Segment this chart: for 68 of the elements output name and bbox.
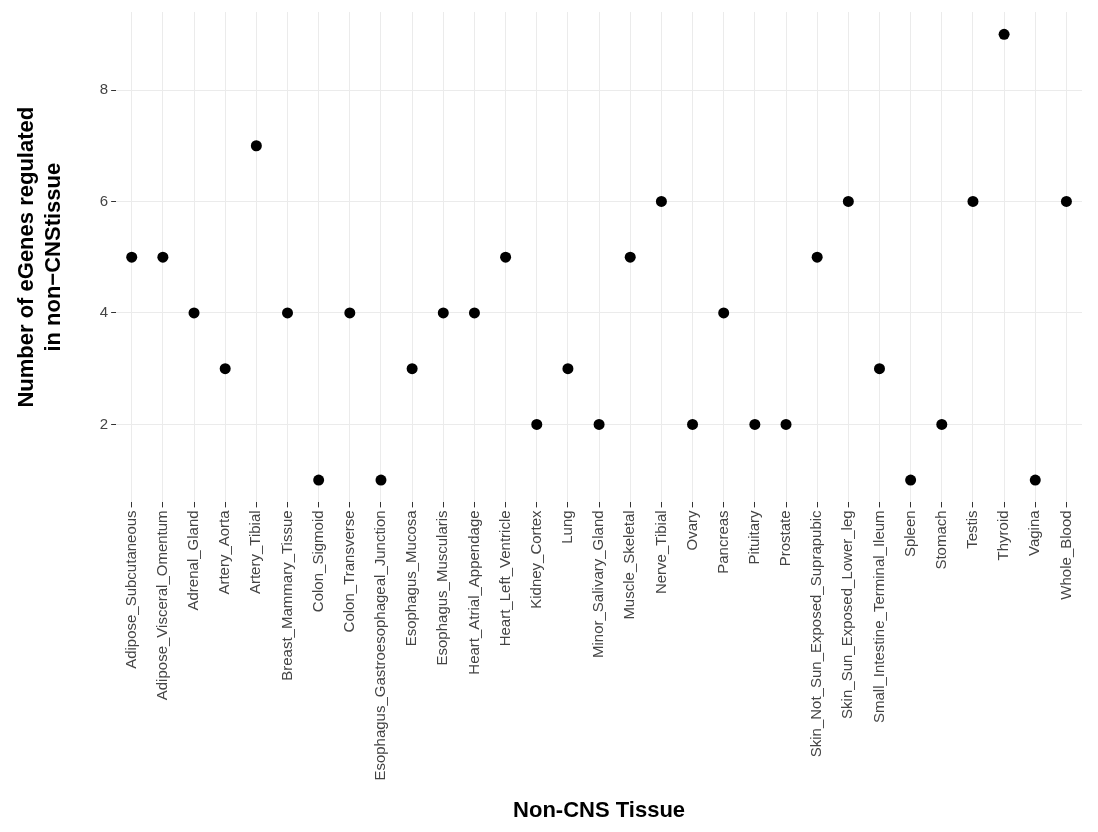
x-tick-label: Whole_Blood [1056, 510, 1074, 600]
x-tick-label: Esophagus_Gastroesophageal_Junction [371, 510, 389, 781]
x-tick-label: Esophagus_Mucosa [402, 509, 420, 647]
point [468, 307, 480, 319]
x-tick-label: Muscle_Skeletal [620, 510, 638, 620]
x-tick-label: Breast_Mammary_Tissue [277, 510, 295, 681]
x-tick-label: Vagina [1025, 509, 1043, 556]
point [437, 307, 449, 319]
x-tick-label: Adipose_Subcutaneous [121, 510, 139, 669]
point [842, 195, 854, 207]
y-tick-label: 6 [99, 191, 109, 209]
point [562, 363, 574, 375]
x-tick-label: Spleen [900, 510, 918, 558]
x-tick-label: Nerve_Tibial [651, 510, 669, 595]
point [126, 251, 138, 263]
point [375, 474, 387, 486]
point [313, 474, 325, 486]
point [282, 307, 293, 319]
x-tick-label: Stomach [931, 510, 949, 570]
x-tick-label: Artery_Tibial [246, 510, 264, 595]
y-tick-label: 4 [99, 303, 109, 321]
point [157, 251, 169, 263]
x-tick-label: Artery_Aorta [215, 509, 233, 595]
y-tick-label: 2 [99, 414, 109, 432]
x-tick-label: Skin_Not_Sun_Exposed_Suprapubic [807, 509, 825, 758]
x-tick-label: Pancreas [713, 510, 731, 574]
point [873, 363, 885, 375]
x-tick-label: Thyroid [994, 510, 1012, 561]
point [1029, 474, 1041, 486]
x-tick-label: Colon_Transverse [339, 510, 357, 633]
point [718, 307, 730, 319]
point [344, 307, 356, 319]
point [593, 418, 605, 430]
x-tick-label: Testis [963, 510, 981, 549]
x-tick-label: Adipose_Visceral_Omentum [153, 510, 171, 701]
point [531, 418, 543, 430]
x-axis-title: Non-CNS Tissue [513, 796, 686, 822]
x-tick-label: Skin_Sun_Exposed_Lower_leg [838, 510, 856, 719]
x-tick-label: Adrenal_Gland [184, 510, 202, 611]
point [406, 363, 418, 375]
point [655, 195, 667, 207]
point [936, 418, 948, 430]
point [250, 140, 262, 152]
point [188, 307, 200, 319]
x-tick-label: Heart_Atrial_Appendage [464, 510, 482, 675]
x-tick-label: Colon_Sigmoid [308, 510, 326, 613]
x-tick-label: Prostate [776, 510, 794, 567]
point [219, 363, 231, 375]
point [811, 251, 823, 263]
x-tick-label: Lung [558, 510, 576, 544]
point [967, 195, 979, 207]
y-tick-label: 8 [99, 80, 109, 98]
point [1060, 195, 1072, 207]
x-tick-label: Heart_Left_Ventricle [495, 510, 513, 647]
point [687, 418, 699, 430]
x-tick-label: Minor_Salivary_Gland [589, 510, 607, 658]
x-tick-label: Esophagus_Muscularis [433, 510, 451, 666]
y-axis-title: Number of eGenes regulated in non−CNStissue [13, 106, 65, 408]
x-tick-label: Ovary [682, 509, 700, 551]
x-tick-label: Small_Intestine_Terminal_Ileum [869, 510, 887, 724]
point [998, 28, 1010, 40]
x-tick-label: Kidney_Cortex [526, 509, 544, 609]
point [780, 418, 792, 430]
point [500, 251, 512, 263]
point [749, 418, 761, 430]
point [905, 474, 917, 486]
point [624, 251, 636, 263]
x-tick-label: Pituitary [745, 509, 762, 565]
